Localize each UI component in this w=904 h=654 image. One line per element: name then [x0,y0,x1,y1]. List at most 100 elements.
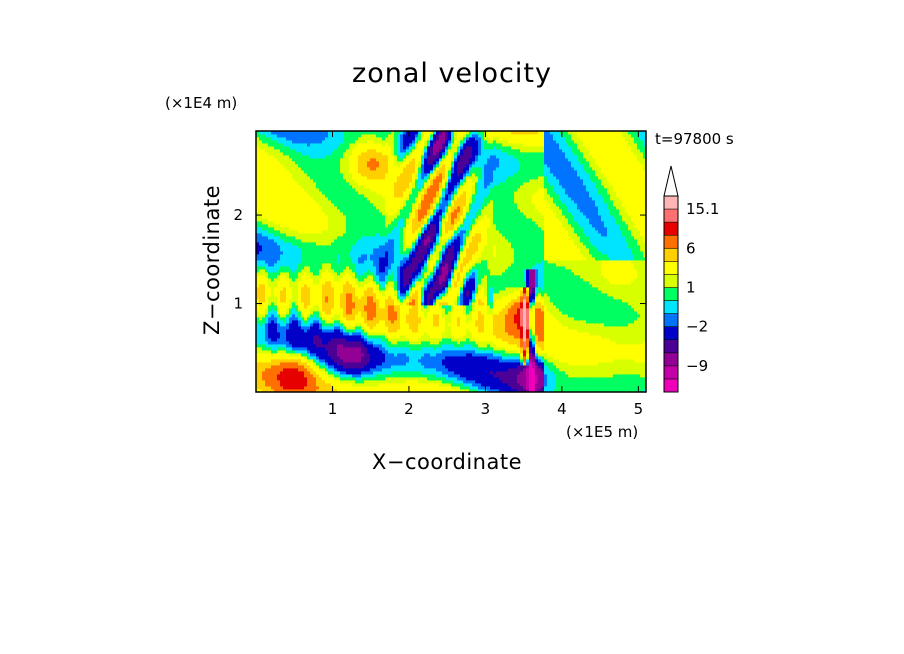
field-cell [469,383,473,387]
field-cell [406,320,410,324]
field-cell [634,305,638,309]
field-cell [292,356,296,360]
field-cell [397,338,401,342]
field-cell [442,338,446,342]
field-cell [442,305,446,309]
field-cell [361,332,365,336]
field-cell [487,302,491,306]
field-cell [520,323,524,327]
field-cell [460,374,464,378]
field-cell [448,302,452,306]
field-cell [349,380,353,384]
field-cell [466,344,470,348]
field-cell [601,335,605,339]
field-cell [370,365,374,369]
field-cell [349,287,353,291]
field-cell [286,338,290,342]
field-cell [472,278,476,282]
field-cell [610,377,614,381]
field-cell [574,389,578,392]
field-cell [271,278,275,282]
field-cell [328,308,332,312]
field-cell [529,314,533,318]
field-cell [271,368,275,372]
field-cell [451,383,455,387]
field-cell [607,335,611,339]
field-cell [553,368,557,372]
field-cell [568,281,572,285]
field-cell [568,347,572,351]
field-cell [487,314,491,318]
field-cell [277,356,281,360]
field-cell [295,284,299,288]
field-cell [331,278,335,282]
field-cell [430,368,434,372]
field-cell [496,380,500,384]
field-cell [367,296,371,300]
field-cell [289,389,293,392]
field-cell [403,344,407,348]
field-cell [577,362,581,366]
field-cell [373,356,377,360]
field-cell [445,371,449,375]
field-cell [370,362,374,366]
field-cell [370,386,374,390]
field-cell [448,335,452,339]
field-cell [625,332,629,336]
field-cell [592,305,596,309]
field-cell [418,323,422,327]
field-cell [499,389,503,392]
field-cell [259,353,263,357]
field-cell [262,338,266,342]
field-cell [382,302,386,306]
field-cell [631,314,635,318]
field-cell [613,311,617,315]
field-cell [406,329,410,333]
field-cell [358,278,362,282]
field-cell [487,380,491,384]
field-cell [340,305,344,309]
field-cell [571,323,575,327]
field-cell [523,311,527,315]
field-cell [436,284,440,288]
field-cell [613,383,617,387]
field-cell [307,287,311,291]
field-cell [538,287,542,291]
field-cell [625,308,629,312]
field-cell [511,299,515,303]
field-cell [547,386,551,390]
field-cell [331,290,335,294]
field-cell [379,353,383,357]
field-cell [262,302,266,306]
field-cell [577,356,581,360]
field-cell [580,371,584,375]
field-cell [265,368,269,372]
field-cell [508,389,512,392]
field-cell [388,293,392,297]
field-cell [538,344,542,348]
field-cell [514,323,518,327]
field-cell [415,308,419,312]
field-cell [568,338,572,342]
field-cell [529,350,533,354]
field-cell [514,281,518,285]
field-cell [283,320,287,324]
field-cell [562,371,566,375]
field-cell [304,332,308,336]
field-cell [523,359,527,363]
field-cell [601,296,605,300]
field-cell [304,326,308,330]
field-cell [427,371,431,375]
field-cell [478,299,482,303]
field-cell [640,332,644,336]
field-cell [283,326,287,330]
chart-title: zonal velocity [352,58,552,89]
field-cell [421,281,425,285]
field-cell [619,329,623,333]
field-cell [583,383,587,387]
field-cell [436,302,440,306]
field-cell [571,353,575,357]
field-cell [331,341,335,345]
field-cell [298,287,302,291]
field-cell [361,350,365,354]
